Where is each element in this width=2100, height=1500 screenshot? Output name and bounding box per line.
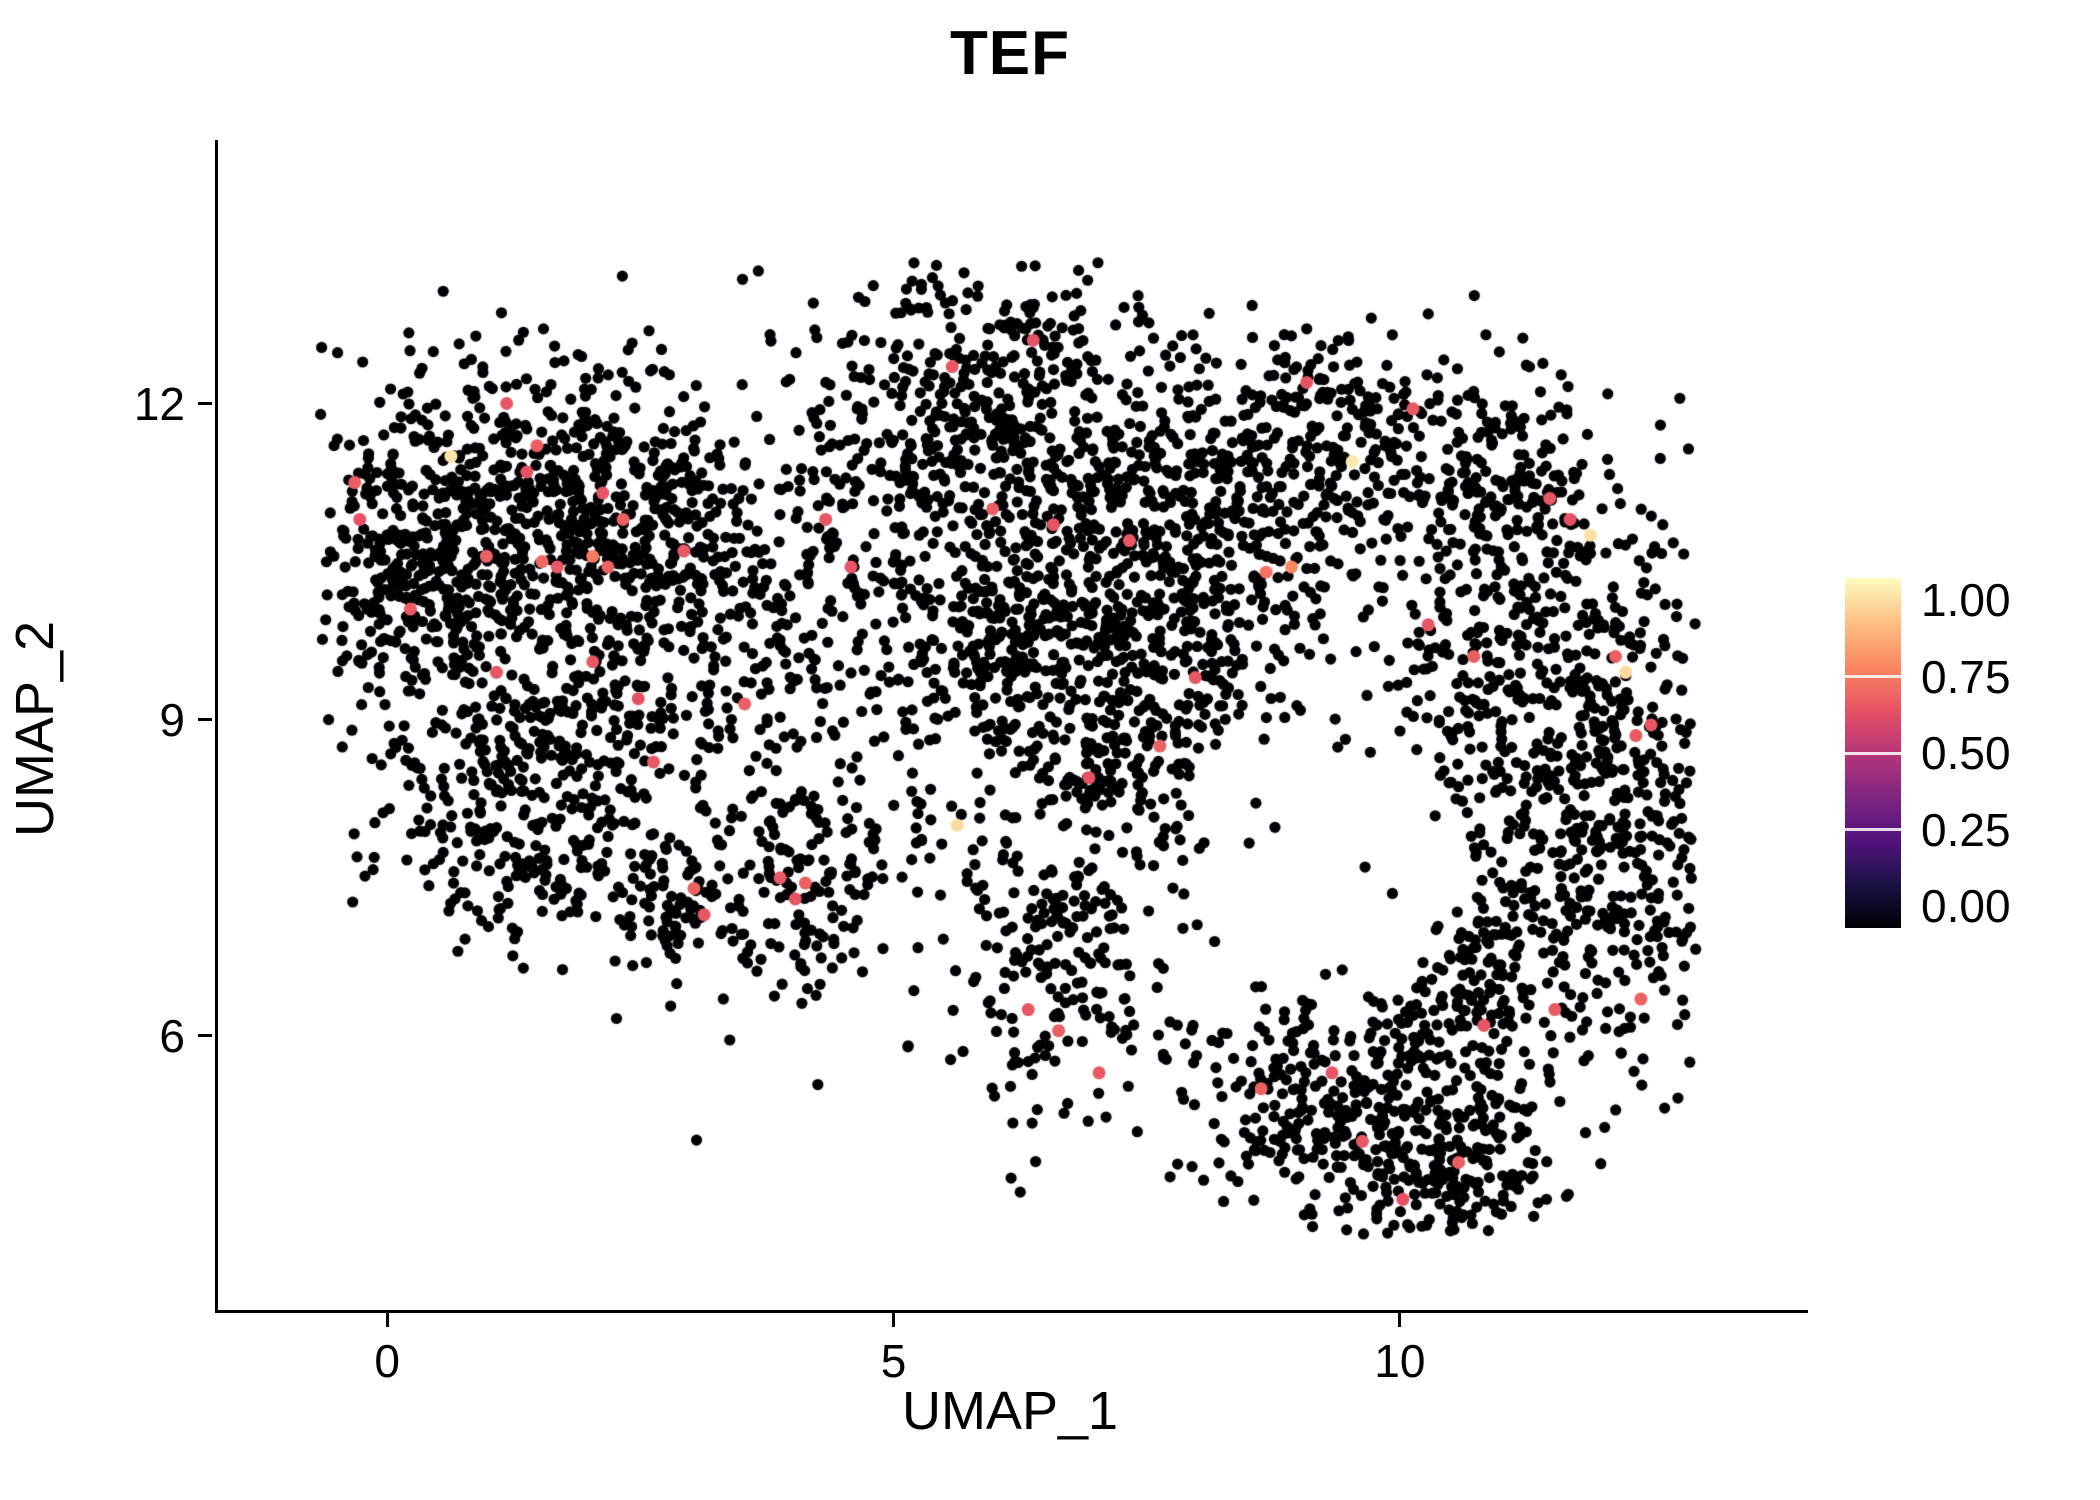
umap-scatter-canvas — [218, 140, 1808, 1310]
x-axis-label: UMAP_1 — [901, 1381, 1119, 1441]
x-tick-mark — [1398, 1313, 1402, 1327]
plot-area — [215, 140, 1808, 1313]
colorbar-tick — [1845, 675, 1901, 678]
colorbar: 1.00 0.75 0.50 0.25 0.00 — [1845, 574, 2100, 932]
y-tick-mark — [198, 718, 212, 722]
colorbar-label: 0.50 — [1921, 727, 2011, 779]
y-axis-label: UMAP_2 — [5, 620, 65, 838]
colorbar-label: 0.25 — [1921, 803, 2011, 856]
x-tick-label: 0 — [374, 1335, 400, 1387]
y-tick-label: 6 — [159, 1009, 185, 1062]
x-tick-label: 5 — [880, 1335, 907, 1387]
colorbar-label: 1.00 — [1921, 574, 2011, 626]
x-tick-mark — [385, 1313, 389, 1327]
y-tick-mark — [198, 1034, 212, 1038]
colorbar-tick — [1845, 751, 1901, 755]
y-tick-mark — [198, 402, 212, 405]
x-tick-label: 10 — [1374, 1335, 1426, 1387]
colorbar-tick — [1845, 828, 1901, 831]
x-tick-mark — [892, 1313, 896, 1327]
chart-title: TEF — [949, 19, 1071, 88]
colorbar-label: 0.75 — [1921, 650, 2011, 703]
y-tick-label: 9 — [159, 693, 185, 746]
y-tick-label: 12 — [133, 377, 185, 430]
colorbar-label: 0.00 — [1921, 880, 2011, 932]
